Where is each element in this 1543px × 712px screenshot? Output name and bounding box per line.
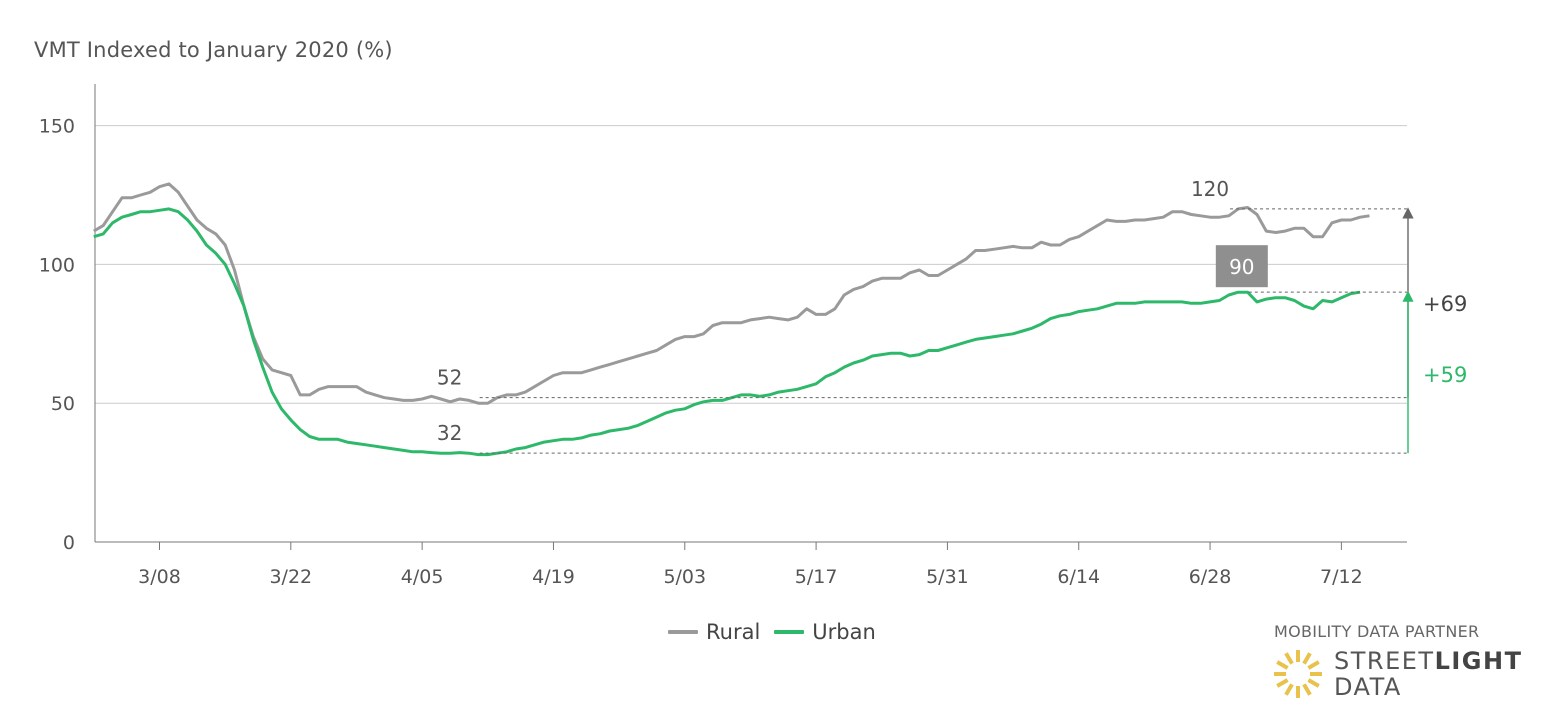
series-line-urban bbox=[93, 207, 1361, 457]
x-tick-label: 3/22 bbox=[269, 566, 312, 588]
value-label: 120 bbox=[1191, 177, 1229, 201]
y-tick-label: 0 bbox=[63, 532, 75, 554]
y-tick-label: 50 bbox=[51, 393, 75, 415]
delta-label: +59 bbox=[1423, 363, 1467, 387]
value-label-box bbox=[1215, 245, 1268, 288]
value-label: 32 bbox=[437, 421, 462, 445]
x-tick-label: 6/14 bbox=[1057, 566, 1100, 588]
logo-word-street: STREET bbox=[1334, 647, 1435, 675]
delta-label: +69 bbox=[1423, 292, 1467, 316]
y-tick-label: 150 bbox=[39, 116, 75, 138]
x-tick-label: 4/19 bbox=[532, 566, 575, 588]
logo-word-data: DATA bbox=[1334, 673, 1402, 701]
partner-label: MOBILITY DATA PARTNER bbox=[1274, 622, 1480, 641]
x-tick-label: 4/05 bbox=[401, 566, 444, 588]
chart-legend: Rural Urban bbox=[668, 620, 876, 644]
x-tick-label: 7/12 bbox=[1320, 566, 1363, 588]
legend-label-rural: Rural bbox=[706, 620, 761, 644]
chart-title: VMT Indexed to January 2020 (%) bbox=[34, 38, 393, 62]
value-label: 52 bbox=[437, 366, 462, 390]
legend-label-urban: Urban bbox=[812, 620, 876, 644]
x-tick-label: 5/17 bbox=[795, 566, 838, 588]
value-label: 90 bbox=[1229, 255, 1254, 279]
x-tick-label: 6/28 bbox=[1189, 566, 1232, 588]
x-tick-label: 3/08 bbox=[138, 566, 181, 588]
x-tick-label: 5/03 bbox=[663, 566, 706, 588]
logo-wordmark: STREETLIGHT DATA bbox=[1334, 648, 1522, 700]
legend-swatch-urban bbox=[774, 630, 805, 634]
legend-item-rural: Rural bbox=[668, 620, 760, 644]
legend-item-urban: Urban bbox=[774, 620, 876, 644]
sun-burst-icon bbox=[1274, 650, 1322, 698]
logo-word-light: LIGHT bbox=[1434, 647, 1523, 675]
series-line-rural bbox=[93, 182, 1370, 405]
y-tick-label: 100 bbox=[39, 254, 75, 276]
streetlight-logo: STREETLIGHT DATA bbox=[1272, 648, 1522, 700]
legend-swatch-rural bbox=[668, 630, 698, 634]
x-tick-label: 5/31 bbox=[926, 566, 969, 588]
